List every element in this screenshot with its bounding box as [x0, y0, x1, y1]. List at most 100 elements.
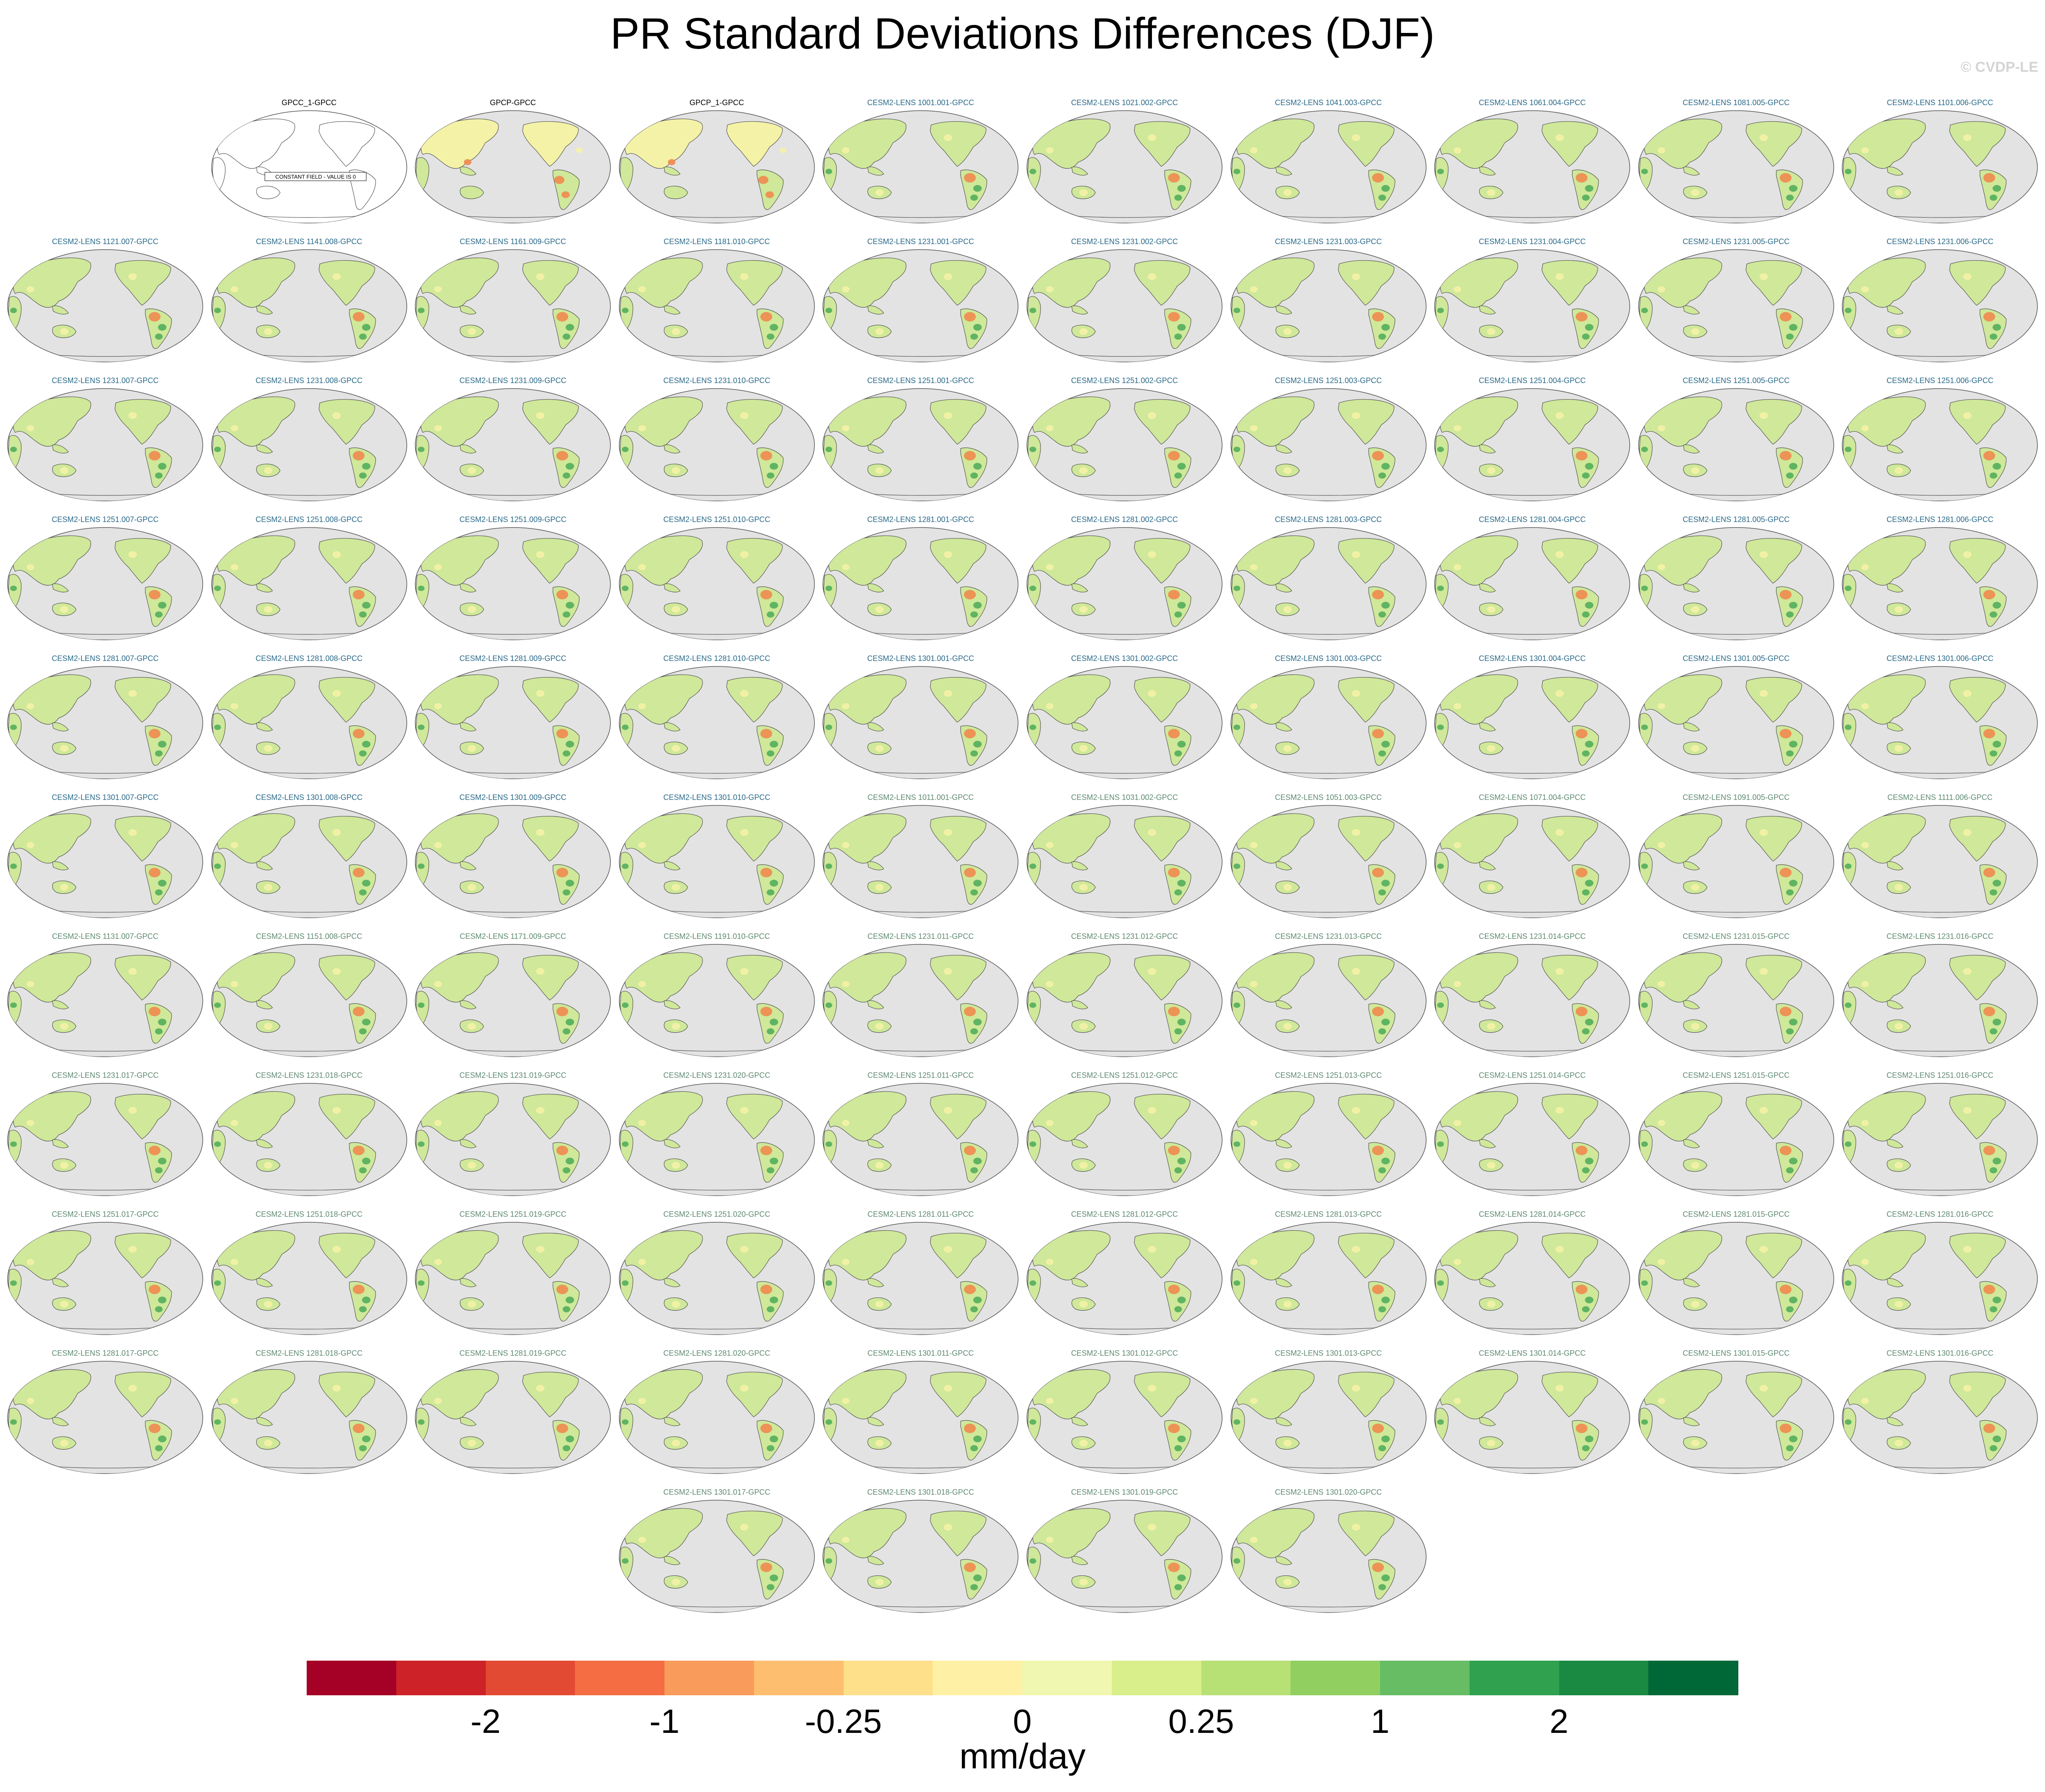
panel-title: CESM2-LENS 1301.016-GPCC: [1886, 1349, 1993, 1357]
anomaly-patch: [468, 884, 477, 891]
anomaly-patch: [128, 1107, 137, 1114]
map-panel: CESM2-LENS 1301.012-GPCC: [1025, 1349, 1224, 1475]
anomaly-patch: [1177, 185, 1186, 192]
anomaly-patch: [566, 1297, 575, 1303]
land-namerica: [1949, 260, 2006, 306]
anomaly-patch: [434, 842, 442, 848]
anomaly-patch: [566, 1019, 575, 1025]
anomaly-patch: [964, 867, 976, 878]
anomaly-patch: [468, 1023, 477, 1030]
anomaly-patch: [1990, 889, 1998, 896]
land-seasia: [867, 1556, 885, 1565]
anomaly-patch: [1990, 194, 1998, 201]
map-panel: CESM2-LENS 1301.018-GPCC: [821, 1487, 1020, 1614]
land-namerica: [930, 121, 987, 167]
world-map: [1638, 666, 1834, 779]
anomaly-patch: [1759, 412, 1768, 419]
land-seasia: [256, 1278, 273, 1287]
anomaly-patch: [621, 1419, 629, 1425]
world-map: [619, 666, 815, 779]
anomaly-patch: [60, 884, 68, 891]
anomaly-patch: [1168, 590, 1180, 600]
land-seasia: [460, 1417, 477, 1426]
anomaly-patch: [740, 968, 749, 975]
panel-title: CESM2-LENS 1231.015-GPCC: [1683, 932, 1790, 941]
world-map: [1230, 944, 1427, 1057]
anomaly-patch: [359, 750, 367, 757]
anomaly-patch: [1177, 463, 1186, 470]
land-namerica: [1134, 399, 1190, 445]
map-panel: CESM2-LENS 1231.015-GPCC: [1637, 932, 1835, 1058]
land-seasia: [1275, 861, 1292, 870]
anomaly-patch: [332, 829, 341, 836]
anomaly-patch: [149, 451, 161, 461]
colorbar-tick-label: -1: [649, 1702, 680, 1740]
land-namerica: [318, 538, 375, 584]
panel-title: CESM2-LENS 1251.006-GPCC: [1886, 376, 1993, 385]
anomaly-patch: [158, 880, 166, 886]
anomaly-patch: [362, 324, 370, 331]
world-map: [1638, 527, 1834, 640]
anomaly-patch: [155, 750, 163, 757]
land-seasia: [256, 305, 273, 315]
anomaly-patch: [1789, 185, 1797, 192]
map-panel: CESM2-LENS 1281.005-GPCC: [1637, 515, 1835, 642]
panel-title: CESM2-LENS 1231.017-GPCC: [52, 1071, 159, 1080]
anomaly-patch: [214, 724, 221, 730]
anomaly-patch: [973, 324, 982, 331]
world-map: [1230, 1361, 1427, 1474]
anomaly-patch: [1283, 1162, 1292, 1169]
land-namerica: [1745, 399, 1802, 445]
anomaly-patch: [1487, 1023, 1496, 1030]
panel-title: CESM2-LENS 1281.017-GPCC: [52, 1349, 159, 1357]
land-namerica: [522, 1232, 579, 1278]
panel-title: CESM2-LENS 1101.006-GPCC: [1887, 98, 1993, 107]
anomaly-patch: [1555, 1385, 1564, 1392]
anomaly-patch: [1963, 1246, 1972, 1253]
anomaly-patch: [842, 842, 850, 848]
anomaly-patch: [1983, 590, 1996, 600]
anomaly-patch: [1487, 745, 1496, 752]
map-panel: CESM2-LENS 1301.004-GPCC: [1433, 654, 1631, 780]
anomaly-patch: [970, 472, 978, 479]
anomaly-patch: [1576, 1006, 1588, 1017]
anomaly-patch: [1895, 1162, 1903, 1169]
anomaly-patch: [60, 1162, 68, 1169]
anomaly-patch: [230, 981, 238, 987]
map-panel: CESM2-LENS 1231.001-GPCC: [821, 237, 1020, 364]
world-map: [1027, 944, 1223, 1057]
anomaly-patch: [1283, 189, 1292, 196]
anomaly-patch: [1963, 1385, 1972, 1392]
anomaly-patch: [1177, 602, 1186, 609]
world-map: [1434, 805, 1630, 918]
anomaly-patch: [964, 1145, 976, 1156]
anomaly-patch: [1576, 312, 1588, 322]
land-seasia: [664, 722, 681, 731]
world-map: [7, 1222, 203, 1335]
land-namerica: [1541, 1093, 1598, 1139]
panel-title: CESM2-LENS 1231.001-GPCC: [867, 237, 974, 246]
anomaly-patch: [1233, 585, 1240, 591]
map-panel: CESM2-LENS 1231.014-GPCC: [1433, 932, 1631, 1058]
world-map: [1842, 527, 2038, 640]
land-namerica: [1745, 1371, 1802, 1417]
anomaly-patch: [1585, 1297, 1594, 1303]
anomaly-patch: [214, 1141, 221, 1147]
world-map: [415, 388, 611, 501]
anomaly-patch: [1233, 863, 1240, 869]
anomaly-patch: [1779, 590, 1792, 600]
land-seasia: [1887, 1000, 1904, 1009]
anomaly-patch: [842, 425, 850, 432]
land-seasia: [664, 305, 681, 315]
anomaly-patch: [760, 1562, 772, 1572]
anomaly-patch: [1993, 463, 2001, 470]
anomaly-patch: [842, 981, 850, 987]
panel-title: CESM2-LENS 1281.011-GPCC: [867, 1210, 974, 1218]
anomaly-patch: [1786, 750, 1794, 757]
land-namerica: [726, 538, 783, 584]
anomaly-patch: [576, 147, 583, 153]
map-panel: CESM2-LENS 1011.001-GPCC: [821, 793, 1020, 919]
panel-title: CESM2-LENS 1251.004-GPCC: [1479, 376, 1586, 385]
anomaly-patch: [1789, 602, 1797, 609]
world-map: [1027, 388, 1223, 501]
